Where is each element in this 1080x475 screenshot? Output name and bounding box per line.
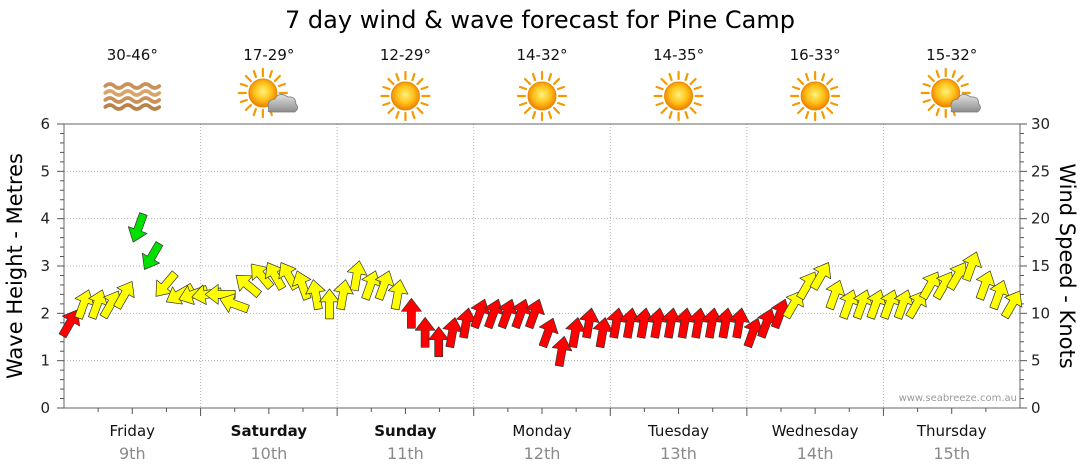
day-label: Saturday (231, 422, 308, 440)
wind-arrow (58, 309, 81, 339)
right-tick-label: 15 (1031, 257, 1050, 275)
right-axis: 0 5 10 15 20 25 30 (1020, 115, 1050, 417)
wind-arrow (414, 316, 436, 348)
sun-icon (790, 70, 841, 122)
left-tick-label: 5 (40, 162, 50, 180)
temperature-range: 17-29° (243, 46, 294, 64)
wind-arrow (538, 317, 559, 349)
temperature-range: 16-33° (790, 46, 841, 64)
x-axis-labels: Friday 9th Saturday 10th Sunday 11th Monday 12t… (97, 408, 987, 463)
sun-cloud-icon (922, 69, 981, 117)
wind-arrow (688, 307, 709, 339)
date-label: 14th (797, 444, 834, 463)
right-axis-title: Wind Speed - Knots (1055, 163, 1079, 368)
left-axis: 0 1 2 3 4 5 6 (40, 115, 64, 417)
wind-arrow (346, 260, 368, 292)
temperature-range: 12-29° (380, 46, 431, 64)
wind-arrow (113, 281, 135, 310)
wind-arrow (428, 326, 450, 358)
sun-icon (380, 70, 431, 122)
sun-icon (653, 70, 704, 122)
wind-arrow (620, 307, 641, 339)
left-axis-title: Wave Height - Metres (3, 153, 27, 379)
wind-arrow (782, 290, 804, 320)
gridlines (64, 124, 1020, 408)
right-tick-label: 5 (1031, 352, 1041, 370)
wind-arrow (962, 251, 982, 282)
right-tick-label: 25 (1031, 162, 1050, 180)
wind-arrow (401, 297, 422, 329)
date-label: 11th (387, 444, 424, 463)
left-tick-label: 1 (40, 352, 50, 370)
day-label: Tuesday (647, 422, 709, 440)
day-headers: 30-46° 17-29° 12-29° 14-32° 14-35° 16-33° 15-3… (103, 46, 981, 122)
date-label: 13th (660, 444, 697, 463)
wind-arrow (661, 307, 682, 339)
wind-arrow (141, 241, 164, 270)
temperature-range: 14-35° (653, 46, 704, 64)
wind-arrow (729, 307, 750, 339)
temperature-range: 15-32° (926, 46, 977, 64)
wind-arrow (387, 279, 409, 311)
wind-arrow (551, 336, 573, 368)
wind-arrow (606, 307, 627, 339)
date-label: 15th (933, 444, 970, 463)
sun-icon (516, 70, 568, 122)
left-tick-label: 4 (40, 210, 50, 228)
wind-arrow (127, 212, 148, 243)
wind-arrow (319, 288, 340, 320)
wind-arrow (809, 262, 832, 291)
left-tick-label: 2 (40, 304, 50, 322)
wind-arrow (525, 298, 545, 330)
right-tick-label: 20 (1031, 210, 1050, 228)
right-tick-label: 0 (1031, 399, 1041, 417)
temperature-range: 30-46° (107, 46, 158, 64)
wind-arrow (305, 279, 326, 311)
wind-arrow (1000, 290, 1023, 320)
wind-arrow (219, 293, 250, 314)
wind-arrows (58, 212, 1023, 368)
date-label: 9th (119, 444, 146, 463)
day-label: Thursday (916, 422, 987, 440)
left-tick-label: 3 (40, 257, 50, 275)
temperature-range: 14-32° (516, 46, 567, 64)
wind-arrow (647, 307, 668, 339)
haze-icon (103, 82, 162, 111)
chart-title: 7 day wind & wave forecast for Pine Camp (285, 6, 795, 34)
watermark: www.seabreeze.com.au (899, 393, 1017, 404)
date-label: 10th (250, 444, 287, 463)
wind-arrow (674, 307, 696, 339)
wind-arrow (905, 290, 927, 320)
sun-cloud-icon (239, 69, 298, 117)
day-label: Sunday (374, 422, 437, 440)
wind-arrow (579, 307, 600, 339)
wind-arrow (715, 307, 737, 339)
day-label: Wednesday (772, 422, 859, 440)
date-label: 12th (524, 444, 561, 463)
day-label: Friday (110, 422, 156, 440)
wind-arrow (633, 307, 655, 339)
left-tick-label: 0 (40, 399, 50, 417)
wind-arrow (333, 279, 354, 311)
right-tick-label: 30 (1031, 115, 1050, 133)
wind-arrow (702, 307, 723, 339)
right-tick-label: 10 (1031, 304, 1050, 322)
day-label: Monday (512, 422, 571, 440)
left-tick-label: 6 (40, 115, 50, 133)
